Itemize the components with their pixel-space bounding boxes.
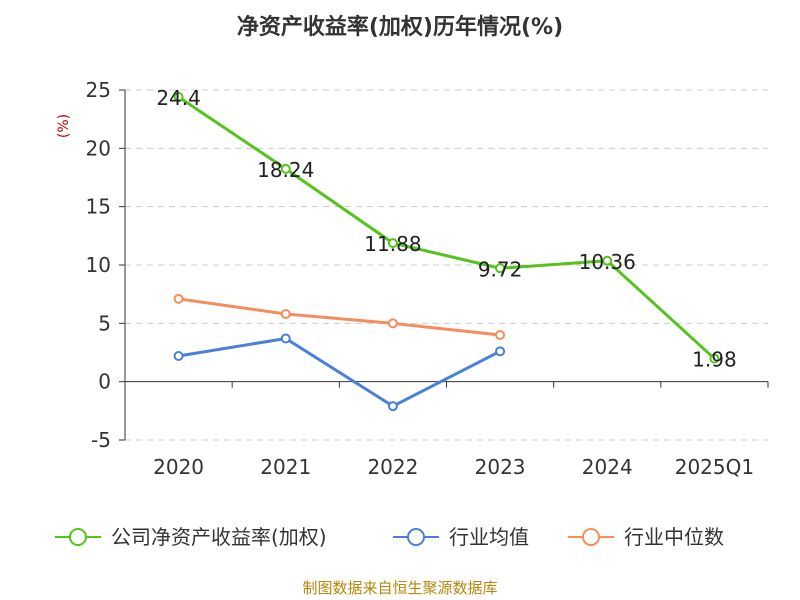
data-point [280, 309, 291, 319]
data-point [495, 330, 506, 340]
data-label: 18.24 [257, 158, 314, 182]
axes: -5 0 5 10 15 20 25 2020 2021 2022 2023 2024 2025Q1 [86, 78, 769, 479]
y-tick-label: 20 [86, 136, 111, 160]
series-line-0 [177, 95, 716, 360]
data-point [280, 333, 291, 344]
data-point [387, 238, 398, 249]
y-tick-label: 5 [98, 311, 111, 335]
data-point [495, 346, 506, 357]
y-tick-label: 0 [98, 370, 111, 394]
data-point [709, 353, 720, 364]
source-note: 制图数据来自恒生聚源数据库 [302, 579, 497, 597]
series-layer [173, 92, 720, 412]
data-point [173, 293, 184, 304]
legend-swatch-marker [582, 528, 600, 546]
y-axis-unit-label: (%) [56, 114, 72, 138]
data-label: 11.88 [364, 232, 421, 256]
data-label: 1.98 [692, 348, 737, 372]
y-tick-label: -5 [91, 428, 111, 452]
legend-label: 公司净资产收益率(加权) [111, 525, 327, 549]
y-tick-label: 10 [86, 253, 111, 277]
data-point [495, 263, 506, 274]
legend-label: 行业均值 [449, 525, 529, 549]
series-line-1 [178, 337, 501, 408]
data-point [173, 92, 184, 102]
x-tick-label: 2020 [153, 455, 204, 479]
data-label: 9.72 [478, 257, 523, 281]
legend-swatch-marker [69, 528, 87, 546]
data-point [387, 401, 398, 412]
y-tick-label: 15 [86, 195, 111, 219]
y-tick-label: 25 [86, 78, 111, 102]
x-tick-label: 2023 [475, 455, 526, 479]
x-tick-label: 2025Q1 [675, 455, 754, 479]
data-point [173, 351, 184, 361]
legend: 公司净资产收益率(加权) 行业均值 行业中位数 [55, 525, 724, 549]
data-point [280, 163, 291, 174]
data-labels: 24.4 18.24 11.88 9.72 10.36 1.98 [156, 86, 736, 372]
series-line-2 [178, 297, 501, 337]
legend-swatch-marker [407, 528, 425, 546]
chart-title: 净资产收益率(加权)历年情况(%) [237, 14, 563, 40]
data-point [602, 255, 613, 266]
x-tick-label: 2022 [367, 455, 418, 479]
gridlines [125, 89, 768, 441]
data-label: 10.36 [579, 250, 636, 274]
data-point [387, 318, 398, 329]
data-label: 24.4 [156, 86, 201, 110]
legend-label: 行业中位数 [624, 525, 724, 549]
x-tick-label: 2024 [582, 455, 633, 479]
x-tick-label: 2021 [260, 455, 311, 479]
